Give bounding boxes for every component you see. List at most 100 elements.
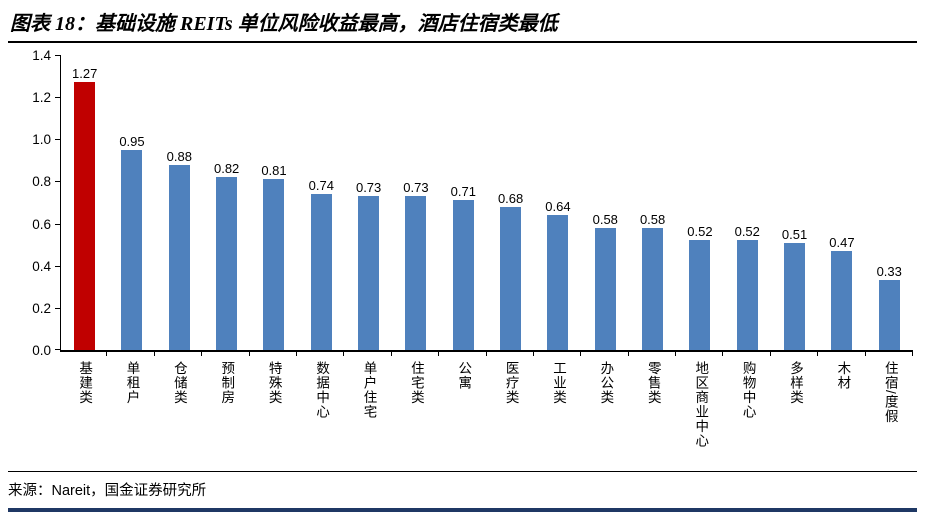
bar-column: 0.73	[345, 181, 392, 350]
bar-value-label: 0.64	[545, 199, 571, 215]
x-axis-label: 医疗类	[503, 361, 519, 405]
x-label-cell: 单户住宅	[344, 352, 393, 470]
bar-value-label: 0.58	[592, 211, 618, 227]
x-label-cell: 办公类	[581, 352, 630, 470]
x-axis-label: 预制房	[219, 361, 235, 405]
x-label-cell: 木材	[818, 352, 867, 470]
y-tick-label: 0.2	[32, 300, 51, 316]
bar-value-label: 0.74	[308, 178, 334, 194]
bar	[689, 240, 711, 350]
bar	[405, 196, 427, 350]
x-axis-label: 单户住宅	[361, 361, 377, 419]
bar-column: 0.71	[440, 185, 487, 350]
x-label-cell: 工业类	[534, 352, 582, 470]
x-axis-label: 办公类	[598, 361, 614, 405]
y-tick-mark	[55, 349, 60, 350]
y-axis: 0.0 0.2 0.4 0.6 0.8 1.0 1.2 1.4	[8, 49, 60, 357]
x-label-cell: 特殊类	[250, 352, 298, 470]
chart-footer: 来源：Nareit，国金证券研究所	[8, 471, 917, 512]
bar-value-label: 0.71	[450, 184, 476, 200]
bar-column: 0.73	[392, 181, 439, 350]
x-label-cell: 仓储类	[155, 352, 203, 470]
y-tick-label: 1.4	[32, 48, 51, 63]
source-text: 来源：Nareit，国金证券研究所	[8, 483, 207, 499]
y-tick-label: 0.6	[32, 216, 51, 232]
x-label-cell: 基建类	[60, 352, 108, 470]
x-label-cell: 单租户	[107, 352, 156, 470]
bar	[500, 206, 522, 350]
bar	[547, 215, 569, 350]
bar-column: 0.52	[676, 225, 723, 350]
bar-column: 0.74	[298, 179, 345, 350]
bar-chart: 0.0 0.2 0.4 0.6 0.8 1.0 1.2 1.4 1.27 0.95 0.88 0.8…	[8, 49, 917, 470]
y-tick-mark	[55, 181, 60, 183]
y-tick-mark	[55, 265, 60, 267]
bar-column: 0.52	[724, 225, 771, 350]
bar-column: 0.81	[250, 164, 297, 350]
bar-value-label: 0.82	[213, 161, 240, 177]
source-divider	[8, 471, 917, 472]
y-tick-mark	[55, 307, 60, 309]
bar-value-label: 1.27	[72, 66, 98, 82]
bar	[263, 179, 285, 350]
bar-column: 0.58	[629, 213, 676, 350]
y-tick-label: 1.2	[32, 90, 51, 106]
x-label-cell: 地区商业中心	[676, 352, 724, 470]
bar	[452, 200, 474, 350]
x-label-cell: 预制房	[202, 352, 250, 470]
bar-value-label: 0.58	[639, 211, 666, 227]
y-tick-mark	[55, 55, 60, 56]
x-label-cell: 医疗类	[487, 352, 535, 470]
x-axis-label: 地区商业中心	[693, 361, 709, 448]
bar-column: 0.88	[156, 150, 203, 350]
x-axis-label: 住宿/度假	[882, 361, 898, 424]
bar	[216, 177, 238, 350]
x-label-cell: 多样类	[771, 352, 819, 470]
x-label-cell: 零售类	[629, 352, 677, 470]
bar-value-label: 0.68	[497, 190, 524, 206]
y-tick-mark	[55, 139, 60, 141]
x-label-cell: 购物中心	[723, 352, 772, 470]
bar-value-label: 0.88	[166, 148, 192, 164]
x-axis-label: 单租户	[124, 361, 140, 405]
bar-column: 0.82	[203, 162, 250, 350]
y-tick-label: 0.4	[32, 258, 51, 274]
y-tick-mark	[55, 223, 60, 225]
x-axis-label: 特殊类	[266, 361, 282, 405]
bar-highlighted	[74, 82, 96, 350]
bar-value-label: 0.81	[261, 163, 287, 179]
bar-value-label: 0.51	[781, 226, 808, 242]
x-label-cell: 住宅类	[392, 352, 440, 470]
plot-area: 1.27 0.95 0.88 0.82 0.81 0.74 0.73 0.73 0.71 0.68…	[60, 55, 913, 352]
bar	[594, 227, 616, 350]
x-label-cell: 数据中心	[297, 352, 345, 470]
bar	[878, 280, 900, 350]
bar	[784, 242, 806, 350]
y-tick-mark	[55, 97, 60, 99]
bar	[121, 149, 143, 350]
x-axis-label: 仓储类	[171, 361, 187, 405]
chart-title: 图表 18：基础设施 REITs 单位风险收益最高，酒店住宿类最低	[10, 13, 558, 35]
chart-header: 图表 18：基础设施 REITs 单位风险收益最高，酒店住宿类最低	[8, 0, 917, 43]
x-axis-label: 工业类	[551, 361, 567, 405]
y-tick-label: 0.8	[32, 174, 51, 190]
x-axis-label: 住宅类	[408, 361, 424, 405]
bar-column: 0.58	[582, 213, 629, 350]
bar-value-label: 0.52	[734, 224, 760, 240]
bar	[831, 250, 853, 350]
bar	[642, 227, 664, 350]
x-axis-label: 木材	[835, 361, 851, 390]
bar-column: 0.33	[866, 265, 913, 350]
bar	[358, 196, 380, 350]
x-axis-label: 零售类	[645, 361, 661, 405]
x-axis-label: 多样类	[787, 361, 803, 405]
bar-value-label: 0.73	[403, 180, 429, 196]
x-axis-labels: 基建类 单租户 仓储类 预制房 特殊类 数据中心 单户住宅 住宅类 公寓 医疗类 工业类 办公类 零售类…	[60, 352, 914, 470]
bottom-accent-rule	[8, 508, 917, 512]
bar-value-label: 0.52	[687, 224, 713, 240]
bar	[310, 194, 332, 350]
x-axis-label: 公寓	[456, 361, 472, 390]
bar-value-label: 0.33	[876, 264, 902, 280]
bar-column: 0.47	[818, 236, 865, 350]
bar-column: 0.51	[771, 228, 818, 350]
